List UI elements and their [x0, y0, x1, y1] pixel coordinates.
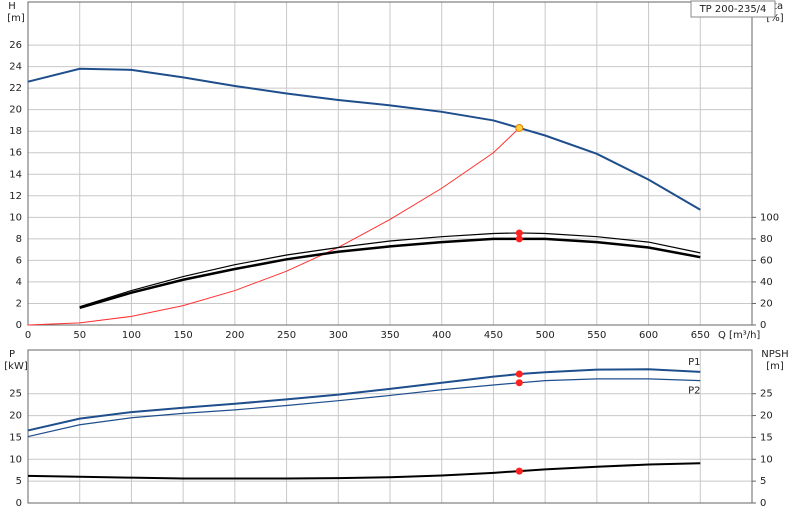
y-tick-label: 16 [9, 148, 22, 159]
y2-tick-label: 0 [760, 498, 766, 509]
duty-point [515, 379, 523, 387]
plot-frame [27, 349, 753, 504]
duty-point [515, 229, 523, 237]
y-tick-label: 22 [9, 83, 22, 94]
y-tick-label: 25 [9, 389, 22, 400]
y-tick-label: 2 [16, 298, 22, 309]
y2-tick-label: 40 [760, 277, 773, 288]
x-tick-label: 350 [380, 330, 399, 341]
x-tick-label: 550 [587, 330, 606, 341]
y-tick-label: 4 [16, 277, 22, 288]
x-tick-label: 300 [329, 330, 348, 341]
title-box [690, 0, 776, 18]
y-tick-label: 15 [9, 432, 22, 443]
y2-tick-label: 0 [760, 320, 766, 331]
x-tick-label: 500 [536, 330, 555, 341]
curve [27, 368, 701, 432]
x-tick-label: 450 [484, 330, 503, 341]
x-tick-label: 400 [432, 330, 451, 341]
y-axis-label: H [8, 1, 16, 12]
x-tick-label: 150 [174, 330, 193, 341]
y2-axis-label: NPSH [761, 349, 788, 360]
curve-label: P1 [688, 357, 700, 368]
y2-tick-label: 80 [760, 234, 773, 245]
y-axis-unit: [kW] [4, 361, 28, 372]
y-tick-label: 12 [9, 191, 22, 202]
x-tick-label: 50 [73, 330, 86, 341]
y2-axis-unit: [m] [766, 361, 784, 372]
x-tick-label: 650 [691, 330, 710, 341]
y2-tick-label: 15 [760, 432, 773, 443]
y-tick-label: 20 [9, 411, 22, 422]
y-tick-label: 5 [16, 476, 22, 487]
x-tick-label: 200 [225, 330, 244, 341]
y-tick-label: 8 [16, 234, 22, 245]
duty-point [515, 467, 523, 475]
y2-tick-label: 100 [760, 212, 779, 223]
y-tick-label: 6 [16, 255, 22, 266]
curve [27, 67, 701, 211]
y-tick-label: 0 [16, 498, 22, 509]
curve [27, 462, 701, 480]
y2-tick-label: 10 [760, 454, 773, 465]
y2-tick-label: 25 [760, 389, 773, 400]
x-axis-label: Q [m³/h] [718, 330, 760, 341]
y-tick-label: 14 [9, 169, 22, 180]
y-tick-label: 24 [9, 62, 22, 73]
y2-tick-label: 5 [760, 476, 766, 487]
y2-tick-label: 60 [760, 255, 773, 266]
curve [79, 232, 701, 308]
x-tick-label: 100 [122, 330, 141, 341]
x-tick-label: 250 [277, 330, 296, 341]
plot-frame [27, 1, 753, 326]
y-tick-label: 26 [9, 40, 22, 51]
curve [27, 127, 520, 326]
y-axis-unit: [m] [7, 13, 25, 24]
duty-point [515, 123, 524, 132]
x-tick-label: 600 [639, 330, 658, 341]
curve [79, 237, 701, 309]
y-tick-label: 18 [9, 126, 22, 137]
y-tick-label: 10 [9, 454, 22, 465]
x-tick-label: 0 [25, 330, 31, 341]
duty-point [515, 235, 523, 243]
y-tick-label: 20 [9, 105, 22, 116]
y2-axis-unit: [%] [766, 13, 783, 24]
duty-point [515, 370, 523, 378]
curve-label: P2 [688, 386, 700, 397]
curve [27, 378, 701, 438]
y-axis-label: P [9, 349, 15, 360]
y2-tick-label: 20 [760, 411, 773, 422]
chart-title: TP 200-235/4 [699, 4, 767, 15]
y-tick-label: 0 [16, 320, 22, 331]
y-tick-label: 10 [9, 212, 22, 223]
y2-tick-label: 20 [760, 298, 773, 309]
